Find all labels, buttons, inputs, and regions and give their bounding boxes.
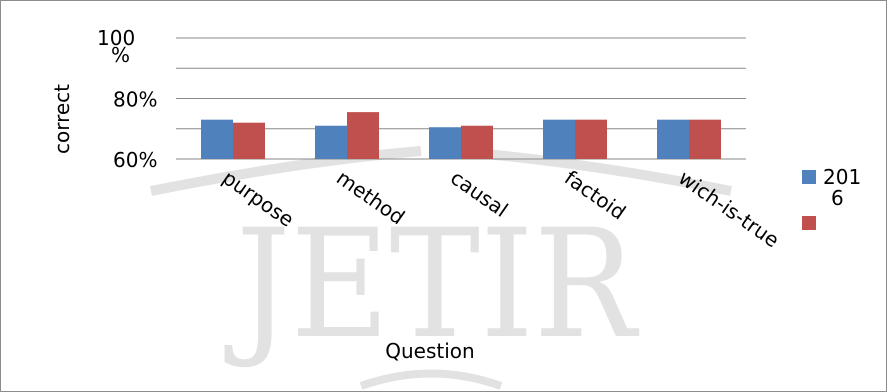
bar-series1-factoid (575, 119, 607, 159)
bars (201, 112, 721, 159)
x-axis-title: Question (385, 339, 474, 363)
watermark-arc-bottom (359, 369, 503, 390)
y-tick-label: 100% (97, 26, 135, 67)
y-axis-title: correct (50, 84, 74, 154)
watermark-arc-left (150, 146, 422, 196)
bar-series1-wich-is-true (689, 119, 721, 159)
x-tick-label: wich-is-true (674, 165, 784, 252)
bar-series0-wich-is-true (657, 119, 689, 159)
bar-series0-causal (429, 127, 461, 159)
legend-label-0: 201 6 (823, 165, 861, 210)
y-tick-label: 80% (113, 88, 157, 112)
bar-series1-causal (461, 125, 493, 159)
legend-swatch-1 (802, 216, 816, 230)
bar-series0-purpose (201, 119, 233, 159)
legend-swatch-0 (802, 170, 816, 184)
bar-series0-method (315, 125, 347, 159)
bar-series1-purpose (233, 122, 265, 159)
bar-series0-factoid (543, 119, 575, 159)
legend: 201 6 (802, 165, 861, 230)
bar-series1-method (347, 112, 379, 159)
y-tick-label: 60% (113, 148, 157, 172)
watermark: JETIR (150, 146, 732, 390)
watermark-text: JETIR (224, 198, 639, 372)
